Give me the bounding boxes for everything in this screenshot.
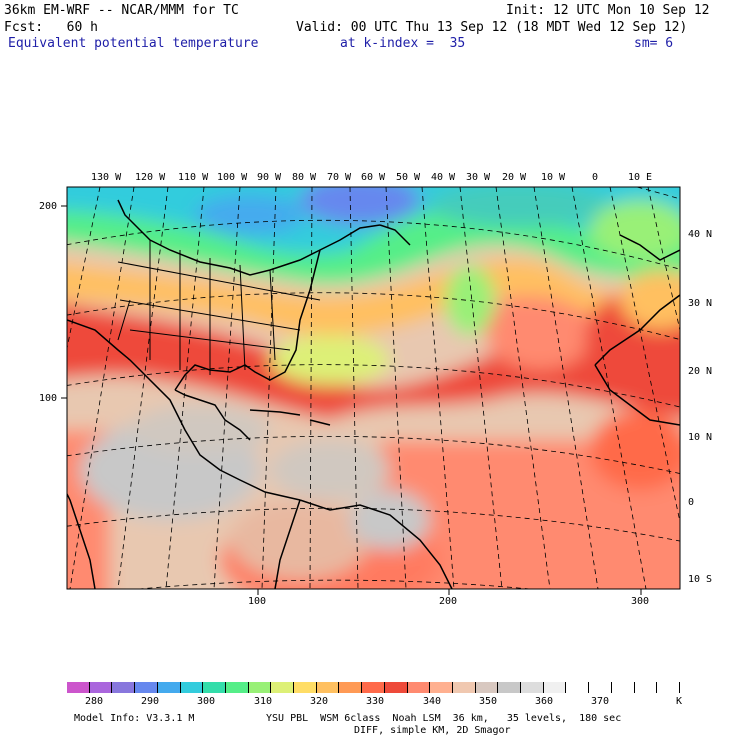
colorbar-cell [135, 682, 158, 693]
longitude-lines [67, 187, 680, 589]
lat-label-10n: 10 N [688, 432, 713, 443]
colorbar-label-340: 340 [423, 696, 442, 707]
lon-label-130w: 130 W [91, 172, 122, 183]
grid-label-x200: 200 [439, 596, 458, 607]
grid-label-x300: 300 [631, 596, 650, 607]
colorbar-label-350: 350 [479, 696, 498, 707]
colorbar-cell [384, 682, 408, 693]
map-frame [66, 186, 681, 590]
lat-label-10s: 10 S [688, 574, 713, 585]
colorbar-cell [112, 682, 136, 693]
colorbar-cell [339, 682, 363, 693]
level-index: at k-index = 35 [340, 36, 466, 51]
colorbar-label-300: 300 [197, 696, 216, 707]
field-name: Equivalent potential temperature [8, 36, 259, 51]
colorbar-cell [611, 682, 635, 693]
colorbar-label-370: 370 [591, 696, 610, 707]
colorbar-cell [225, 682, 249, 693]
colorbar-label-310: 310 [254, 696, 273, 707]
lon-label-10w: 10 W [541, 172, 566, 183]
colorbar-label-360: 360 [535, 696, 554, 707]
colorbar-cell [407, 682, 431, 693]
latitude-lines [67, 187, 680, 589]
colorbar-cell [294, 682, 317, 693]
forecast-hour: Fcst: 60 h [4, 20, 98, 35]
lon-label-120w: 120 W [135, 172, 166, 183]
lon-label-40w: 40 W [431, 172, 456, 183]
colorbar-cell [634, 682, 658, 693]
lon-label-50w: 50 W [396, 172, 421, 183]
lon-label-60w: 60 W [361, 172, 386, 183]
colorbar-cell [543, 682, 567, 693]
colorbar-cell [362, 682, 385, 693]
colorbar-cell [657, 682, 680, 693]
lon-label-10e: 10 E [628, 172, 653, 183]
init-time: Init: 12 UTC Mon 10 Sep 12 [506, 3, 710, 18]
colorbar-label-330: 330 [366, 696, 385, 707]
colorbar-cell [157, 682, 181, 693]
colorbar-cell [89, 682, 113, 693]
colorbar-cell [589, 682, 612, 693]
grid-label-y200: 200 [39, 201, 58, 212]
model-info: Model Info: V3.3.1 M [74, 713, 195, 724]
colorbar-cell [67, 682, 90, 693]
colorbar-cell [180, 682, 204, 693]
physics-info: YSU PBL WSM 6class Noah LSM 36 km, 35 le… [266, 713, 622, 724]
colorbar-cell [203, 682, 226, 693]
lon-label-100w: 100 W [217, 172, 248, 183]
colorbar-cell [452, 682, 476, 693]
lat-label-30n: 30 N [688, 298, 713, 309]
lon-label-20w: 20 W [502, 172, 527, 183]
diffusion-info: DIFF, simple KM, 2D Smagor [354, 725, 511, 736]
political-boundaries [117, 240, 321, 375]
colorbar-cell [498, 682, 522, 693]
colorbar-label-280: 280 [85, 696, 104, 707]
colorbar-label-290: 290 [141, 696, 160, 707]
lon-label-0: 0 [592, 172, 599, 183]
lon-label-70w: 70 W [327, 172, 352, 183]
colorbar-cell [475, 682, 499, 693]
lon-label-30w: 30 W [466, 172, 491, 183]
lon-label-110w: 110 W [178, 172, 209, 183]
colorbar-cell [271, 682, 295, 693]
valid-time: Valid: 00 UTC Thu 13 Sep 12 (18 MDT Wed … [296, 20, 688, 35]
shaded-field [67, 187, 680, 589]
frame-ticks [61, 205, 642, 595]
lon-label-90w: 90 W [257, 172, 282, 183]
colorbar-unit: K [676, 696, 683, 707]
smoothing: sm= 6 [634, 36, 674, 51]
colorbar-cell [316, 682, 340, 693]
lon-label-80w: 80 W [292, 172, 317, 183]
colorbar-label-320: 320 [310, 696, 329, 707]
model-title: 36km EM-WRF -- NCAR/MMM for TC [4, 3, 239, 18]
grid-label-y100: 100 [39, 393, 58, 404]
lat-label-0: 0 [688, 497, 695, 508]
colorbar-cell [566, 682, 590, 693]
colorbar-cell [248, 682, 272, 693]
colorbar-cell [521, 682, 544, 693]
grid-label-x100: 100 [248, 596, 267, 607]
lat-label-20n: 20 N [688, 366, 713, 377]
lat-label-40n: 40 N [688, 229, 713, 240]
colorbar-cell [430, 682, 453, 693]
